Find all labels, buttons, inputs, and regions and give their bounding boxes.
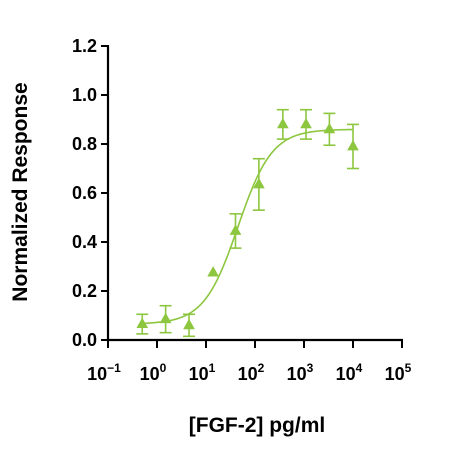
triangle-marker <box>347 139 359 151</box>
data-point <box>229 213 242 249</box>
fit-curve-layer <box>142 128 354 325</box>
data-point <box>183 313 196 338</box>
triangle-marker <box>136 317 149 328</box>
x-tick-label: 10−1 <box>87 361 121 384</box>
triangle-marker <box>300 117 312 129</box>
data-point <box>207 266 220 277</box>
x-tick-label: 104 <box>336 361 363 384</box>
x-axis-title: [FGF-2] pg/ml <box>189 414 325 437</box>
y-axis-title: Normalized Response <box>9 82 32 301</box>
data-points-layer <box>136 108 359 338</box>
triangle-marker <box>253 177 265 189</box>
y-tick-label: 1.2 <box>72 36 97 56</box>
triangle-marker <box>183 318 195 330</box>
y-tick-label: 0.6 <box>72 183 97 203</box>
data-point <box>159 304 172 334</box>
x-tick-label: 103 <box>287 361 314 384</box>
triangle-marker <box>229 224 242 235</box>
y-tick-label: 1.0 <box>72 85 97 105</box>
x-tick-label: 105 <box>385 361 412 384</box>
x-tick-label: 102 <box>238 361 265 384</box>
triangle-marker <box>159 312 172 324</box>
data-point <box>347 123 359 170</box>
data-point <box>300 108 313 140</box>
triangle-marker <box>276 117 289 129</box>
triangle-marker <box>323 122 336 134</box>
data-point <box>323 112 336 147</box>
y-tick-label: 0.2 <box>72 281 97 301</box>
y-tick-label: 0.4 <box>72 232 97 252</box>
y-tick-label: 0.8 <box>72 134 97 154</box>
axes: 0.0 0.2 0.4 0.6 0.8 1.0 1.2 10−1 100 101 102 103 104… <box>72 36 412 384</box>
fit-curve <box>142 128 354 325</box>
data-point <box>252 157 265 211</box>
data-point <box>136 313 149 335</box>
x-tick-label: 100 <box>140 361 167 384</box>
x-tick-label: 101 <box>189 361 216 384</box>
triangle-marker <box>207 266 220 277</box>
data-point <box>276 108 289 140</box>
y-tick-label: 0.0 <box>72 330 97 350</box>
